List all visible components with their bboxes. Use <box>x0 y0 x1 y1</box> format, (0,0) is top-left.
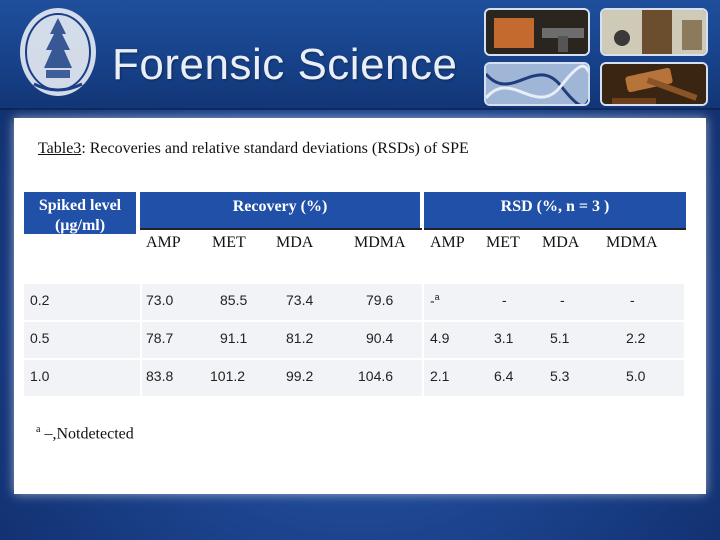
spiked-level-header-line2: (µg/ml) <box>54 217 106 234</box>
dna-helix-icon <box>484 62 590 106</box>
row-cell: 73.0 <box>146 292 174 308</box>
column-divider <box>422 284 424 398</box>
spiked-level-header-line1: Spiked level <box>38 197 122 214</box>
table-row: 0.2 73.0 85.5 73.4 79.6 -a - - - <box>24 284 684 320</box>
spiked-level-header: Spiked level (µg/ml) <box>24 192 136 234</box>
gun-photo-icon <box>484 8 590 56</box>
crime-scene-photo-icon <box>600 8 708 56</box>
content-panel: Table3: Recoveries and relative standard… <box>14 118 706 494</box>
subheader-recovery-amp: AMP <box>146 234 181 251</box>
header-banner: Forensic Science <box>0 0 720 110</box>
row-cell: 91.1 <box>220 330 248 346</box>
row-cell: 4.9 <box>430 330 450 346</box>
row-cell: 81.2 <box>286 330 314 346</box>
column-divider <box>140 284 142 398</box>
footnote-text: –,Notdetected <box>40 425 134 443</box>
row-level: 0.5 <box>30 330 50 346</box>
row-cell: 5.1 <box>550 330 570 346</box>
row-cell: 78.7 <box>146 330 174 346</box>
row-cell: 79.6 <box>366 292 394 308</box>
row-cell: 73.4 <box>286 292 314 308</box>
subheader-recovery-mda: MDA <box>276 234 314 251</box>
row-level: 0.2 <box>30 292 50 308</box>
row-cell: 3.1 <box>494 330 514 346</box>
row-cell: 5.3 <box>550 368 570 384</box>
row-cell: 85.5 <box>220 292 248 308</box>
row-cell-value: - <box>430 292 435 309</box>
column-divider <box>422 192 424 230</box>
subheader-rsd-met: MET <box>486 234 520 251</box>
footnote-mark: a <box>36 424 41 435</box>
row-cell: - <box>560 292 565 308</box>
subheader-rsd-amp: AMP <box>430 234 465 251</box>
table-caption-text: : Recoveries and relative standard devia… <box>81 140 469 157</box>
row-cell: 5.0 <box>626 368 646 384</box>
row-cell: - <box>502 292 507 308</box>
table-row: 0.5 78.7 91.1 81.2 90.4 4.9 3.1 5.1 2.2 <box>24 322 684 358</box>
row-level: 1.0 <box>30 368 50 384</box>
subheader-recovery-mdma: MDMA <box>354 234 406 251</box>
rsd-header: RSD (%, n = 3 ) <box>424 192 686 228</box>
table-footnote: a –,Notdetected <box>36 424 134 443</box>
row-cell: 2.2 <box>626 330 646 346</box>
row-cell: 90.4 <box>366 330 394 346</box>
row-cell: 6.4 <box>494 368 514 384</box>
row-cell: 99.2 <box>286 368 314 384</box>
subheader-recovery-met: MET <box>212 234 246 251</box>
university-seal-icon <box>20 8 96 96</box>
table-caption: Table3: Recoveries and relative standard… <box>38 140 469 158</box>
row-cell: - <box>630 292 635 308</box>
row-cell: -a <box>430 292 440 309</box>
row-cell: 2.1 <box>430 368 450 384</box>
gavel-photo-icon <box>600 62 708 106</box>
subheader-rsd-mdma: MDMA <box>606 234 658 251</box>
row-cell: 101.2 <box>210 368 246 384</box>
subheader-rsd-mda: MDA <box>542 234 580 251</box>
header-divider <box>140 228 686 230</box>
recovery-header: Recovery (%) <box>140 192 420 228</box>
table-caption-label: Table3 <box>38 140 82 157</box>
row-cell-footnote-mark: a <box>434 292 440 302</box>
row-cell: 83.8 <box>146 368 174 384</box>
banner-title: Forensic Science <box>112 40 458 89</box>
table-row: 1.0 83.8 101.2 99.2 104.6 2.1 6.4 5.3 5.… <box>24 360 684 396</box>
row-cell: 104.6 <box>358 368 394 384</box>
